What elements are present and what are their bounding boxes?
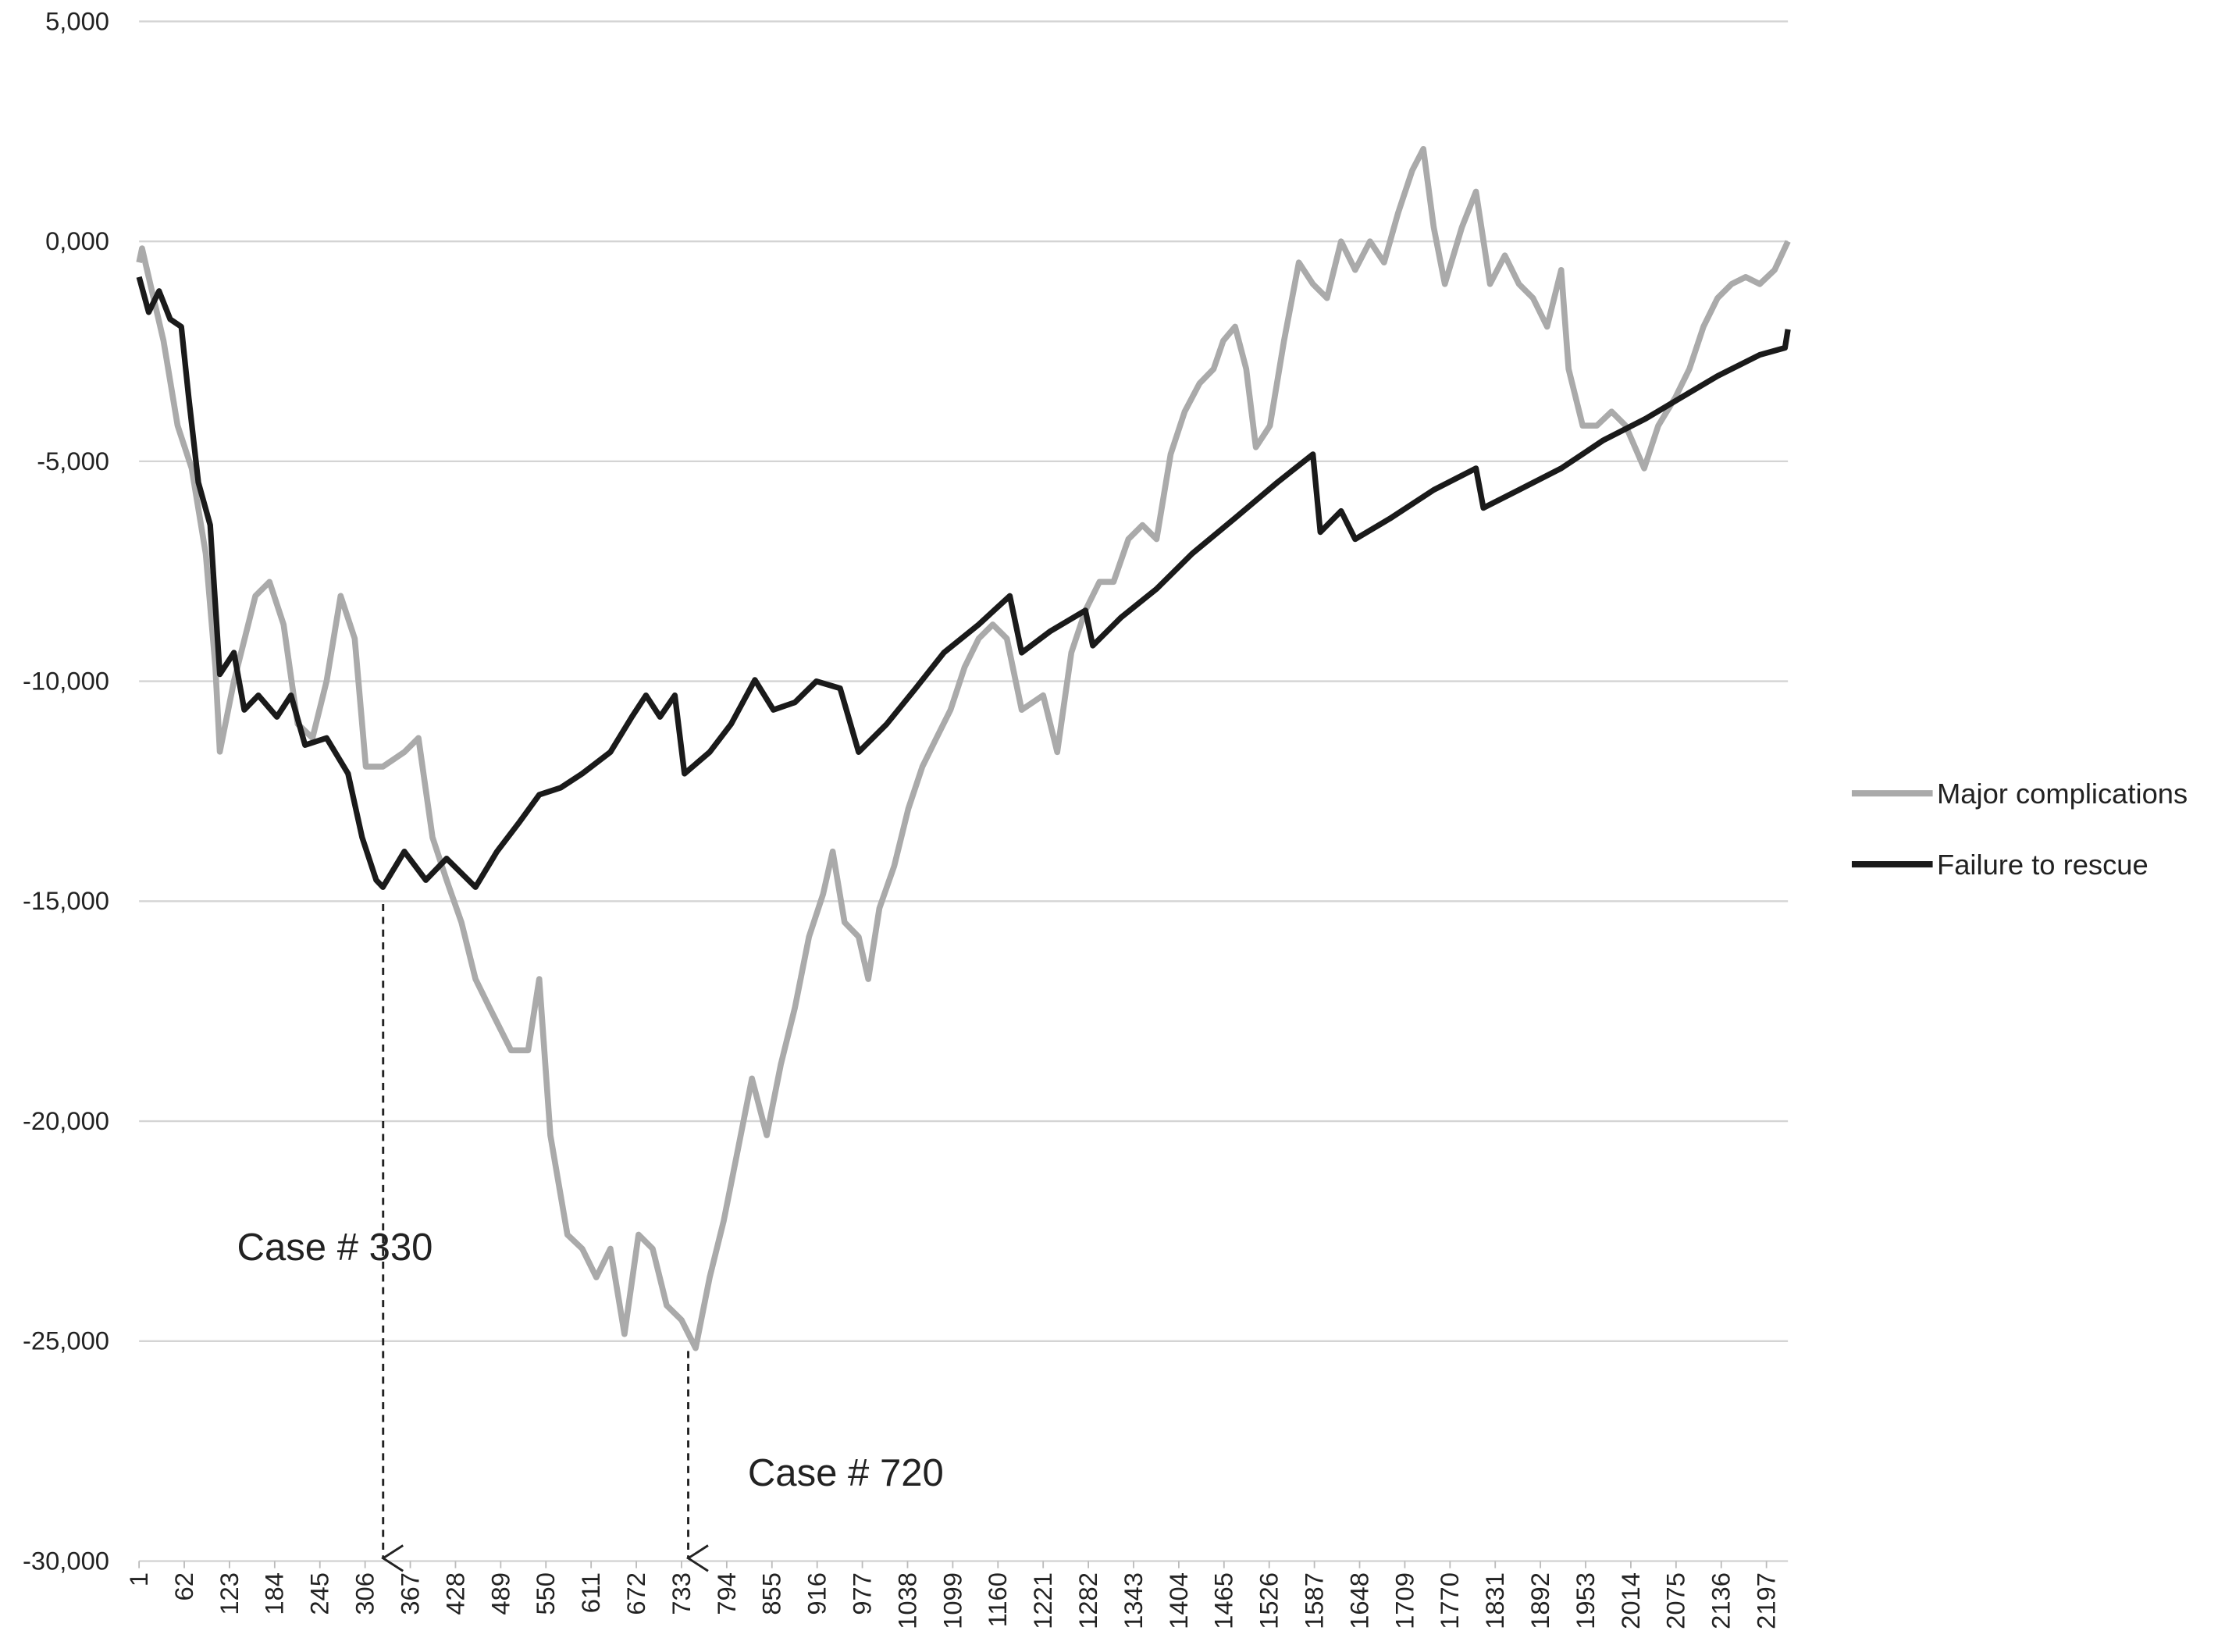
x-tick-label: 733 xyxy=(667,1572,696,1615)
x-tick-label: 1526 xyxy=(1255,1572,1283,1629)
x-tick-label: 123 xyxy=(215,1572,244,1615)
annotation: Case # 720 xyxy=(748,1452,944,1494)
x-tick-label: 2075 xyxy=(1661,1572,1690,1629)
series-line xyxy=(136,276,1791,890)
x-tick-label: 1831 xyxy=(1480,1572,1509,1629)
y-tick-label: -10,000 xyxy=(23,667,109,696)
x-tick-label: 1404 xyxy=(1164,1572,1193,1629)
x-tick-label: 1587 xyxy=(1300,1572,1329,1629)
annotations: Case # 330 Case # 720 xyxy=(237,903,944,1572)
x-tick-label: 1221 xyxy=(1028,1572,1057,1629)
legend: Major complications Failure to rescue xyxy=(1851,778,2188,881)
x-tick-label: 489 xyxy=(486,1572,514,1615)
x-tick-label: 184 xyxy=(260,1572,289,1615)
series-line xyxy=(136,146,1791,1351)
x-tick-label: 794 xyxy=(712,1572,741,1615)
x-tick-label: 1160 xyxy=(983,1572,1012,1627)
y-tick-label: 5,000 xyxy=(45,6,109,35)
y-tick-label: -20,000 xyxy=(23,1106,109,1135)
grid xyxy=(139,20,1789,1562)
y-tick-label: -5,000 xyxy=(37,447,109,475)
x-tick-label: 550 xyxy=(531,1572,560,1615)
x-tick-label: 1282 xyxy=(1073,1572,1102,1629)
x-tick-label: 428 xyxy=(440,1572,469,1615)
x-tick-label: 2014 xyxy=(1616,1572,1645,1629)
x-tick-label: 916 xyxy=(803,1572,831,1615)
x-tick-label: 245 xyxy=(305,1572,334,1615)
x-tick-label: 672 xyxy=(621,1572,650,1615)
x-tick-label: 611 xyxy=(576,1572,605,1613)
x-tick-label: 1038 xyxy=(892,1572,921,1629)
x-tick-label: 1 xyxy=(124,1572,153,1586)
x-tick-label: 1648 xyxy=(1344,1572,1373,1629)
x-tick-label: 1343 xyxy=(1119,1572,1148,1629)
legend-label: Failure to rescue xyxy=(1937,849,2148,881)
y-tick-label: -15,000 xyxy=(23,886,109,915)
x-tick-label: 2197 xyxy=(1752,1572,1781,1629)
x-tick-label: 2136 xyxy=(1707,1572,1736,1629)
x-tick-label: 1709 xyxy=(1390,1572,1419,1629)
x-tick-label: 367 xyxy=(395,1572,424,1615)
axes: 5,000 0,000 -5,000 -10,000 -15,000 -20,000 -25… xyxy=(23,6,1781,1629)
x-tick-label: 1099 xyxy=(938,1572,967,1629)
x-tick-label: 1465 xyxy=(1209,1572,1238,1629)
x-tick-label: 62 xyxy=(169,1572,198,1600)
x-tick-label: 306 xyxy=(351,1572,379,1615)
plot-area xyxy=(136,146,1791,1351)
x-tick-label: 855 xyxy=(757,1572,786,1615)
legend-label: Major complications xyxy=(1937,778,2188,810)
y-tick-label: 0,000 xyxy=(45,226,109,255)
x-tick-label: 977 xyxy=(847,1572,876,1615)
annotation: Case # 330 xyxy=(237,1227,433,1269)
y-tick-label: -25,000 xyxy=(23,1326,109,1355)
y-tick-label: -30,000 xyxy=(23,1546,109,1575)
x-tick-label: 1770 xyxy=(1435,1572,1464,1629)
x-tick-label: 1953 xyxy=(1571,1572,1600,1629)
x-tick-label: 1892 xyxy=(1525,1572,1554,1629)
